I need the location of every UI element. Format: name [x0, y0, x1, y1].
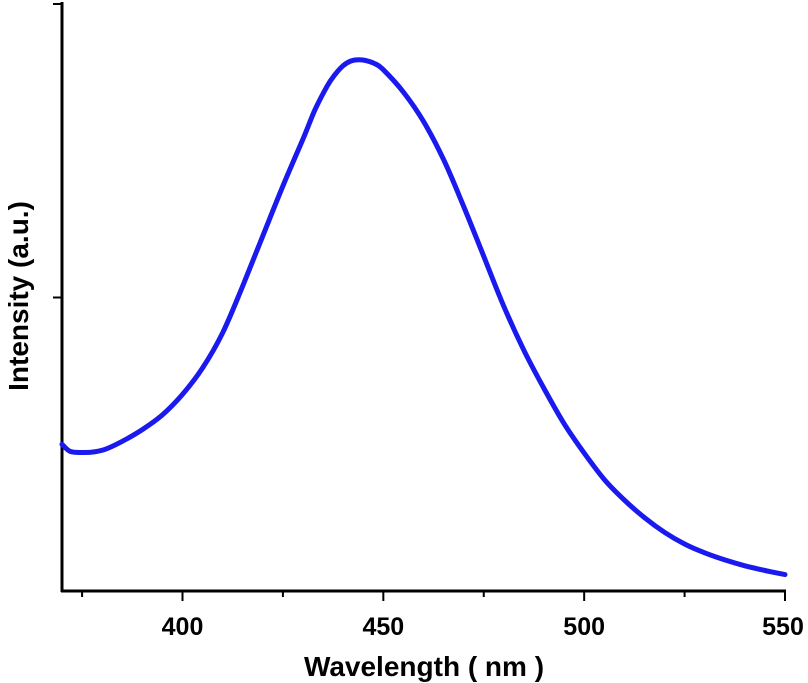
spectrum-line	[59, 57, 788, 578]
x-tick-label: 500	[563, 613, 605, 641]
x-tick-label: 400	[162, 613, 204, 641]
x-axis-title: Wavelength ( nm )	[304, 651, 544, 682]
y-axis-ticks	[53, 3, 62, 299]
x-tick-label: 450	[362, 613, 404, 641]
x-tick-label: 550	[762, 613, 804, 641]
y-axis-title: Intensity (a.u.)	[3, 201, 34, 391]
x-axis-ticks: 400 450 500 550	[81, 591, 804, 641]
series-layer	[59, 57, 788, 578]
plot-area: 400 450 500 550	[53, 2, 804, 641]
